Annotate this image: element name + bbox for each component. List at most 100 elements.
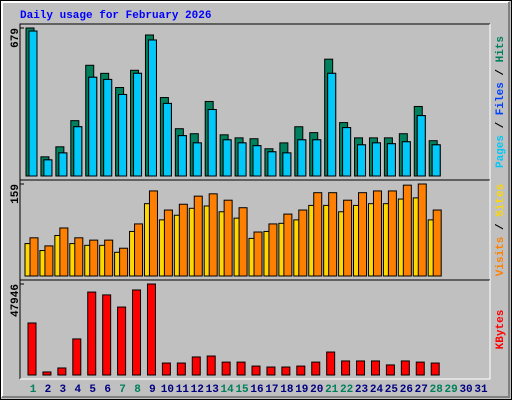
bar (357, 144, 367, 177)
x-tick-label: 7 (119, 384, 126, 396)
bar (147, 39, 157, 177)
x-tick-label: 28 (430, 384, 444, 396)
bar (208, 193, 218, 277)
bar (118, 93, 128, 177)
bar (28, 30, 38, 177)
bar (89, 239, 99, 277)
bar (163, 209, 173, 277)
bar (146, 283, 156, 376)
bar (193, 195, 203, 277)
bar (236, 361, 246, 376)
x-tick-label: 22 (340, 384, 353, 396)
bar (223, 199, 233, 277)
bar (237, 142, 247, 177)
bar (372, 190, 382, 277)
bar (119, 247, 129, 277)
bar (102, 294, 112, 376)
bar (103, 78, 113, 177)
bar (283, 213, 293, 277)
legend-entry: Pages (495, 135, 507, 168)
panel-bevel-dark (19, 179, 490, 280)
bar (313, 192, 323, 277)
bar (268, 223, 278, 277)
bar (74, 237, 84, 277)
legend: KBytes (495, 310, 507, 350)
x-tick-label: 31 (474, 384, 488, 396)
x-tick-label: 19 (295, 384, 308, 396)
bar (281, 366, 291, 376)
bar (386, 143, 396, 177)
panel-bevel-light (20, 280, 491, 380)
bar (356, 360, 366, 376)
x-tick-label: 1 (30, 384, 37, 396)
bar (58, 152, 68, 177)
bar (88, 76, 98, 177)
legend: Visits / Sites (495, 184, 507, 276)
bar (57, 367, 67, 376)
x-tick-label: 23 (355, 384, 369, 396)
bar (328, 192, 338, 277)
y-tick-label: 159 (10, 184, 22, 204)
x-tick-label: 16 (250, 384, 263, 396)
bar (251, 365, 261, 376)
bar (431, 144, 441, 177)
legend-entry: Sites (495, 184, 507, 217)
legend-entry: KBytes (495, 310, 507, 350)
bar (297, 139, 307, 177)
bar (44, 245, 54, 277)
bar (282, 152, 292, 177)
bar (87, 291, 97, 376)
bar (178, 203, 188, 277)
legend-entry: Hits (495, 36, 507, 62)
x-tick-label: 10 (161, 384, 174, 396)
bar (134, 223, 144, 277)
bar (162, 102, 172, 177)
bar (296, 365, 306, 376)
bar (132, 289, 142, 376)
legend-separator: / (495, 217, 507, 237)
bar (192, 142, 202, 177)
legend: Pages / Files / Hits (495, 36, 507, 168)
bar (73, 126, 83, 177)
x-tick-label: 30 (459, 384, 472, 396)
bar (252, 145, 262, 177)
bar (222, 139, 232, 177)
bar (415, 361, 425, 376)
bar (148, 190, 158, 277)
bar (266, 366, 276, 376)
bar (342, 127, 352, 177)
bar (191, 356, 201, 376)
x-tick-label: 12 (191, 384, 204, 396)
bar (221, 361, 231, 376)
bar (117, 306, 127, 376)
bar (177, 135, 187, 177)
bar (207, 109, 217, 177)
bar (385, 364, 395, 376)
x-tick-label: 8 (134, 384, 141, 396)
x-tick-label: 29 (445, 384, 458, 396)
x-tick-label: 17 (265, 384, 278, 396)
bar (400, 360, 410, 376)
legend-separator: / (495, 62, 507, 82)
bar (253, 231, 263, 277)
bar (29, 237, 39, 277)
bar (27, 322, 37, 376)
bar (267, 151, 277, 177)
y-tick-label: 679 (10, 28, 22, 48)
legend-entry: Files (495, 82, 507, 115)
x-tick-label: 15 (235, 384, 249, 396)
panel (20, 280, 490, 379)
x-tick-label: 13 (206, 384, 220, 396)
x-tick-label: 9 (149, 384, 156, 396)
bar (417, 183, 427, 277)
x-tick-label: 4 (74, 384, 81, 396)
x-tick-label: 26 (400, 384, 413, 396)
bar (104, 239, 114, 277)
panel-bevel-dark (19, 279, 490, 379)
legend-separator: / (495, 115, 507, 135)
bar (43, 159, 53, 177)
